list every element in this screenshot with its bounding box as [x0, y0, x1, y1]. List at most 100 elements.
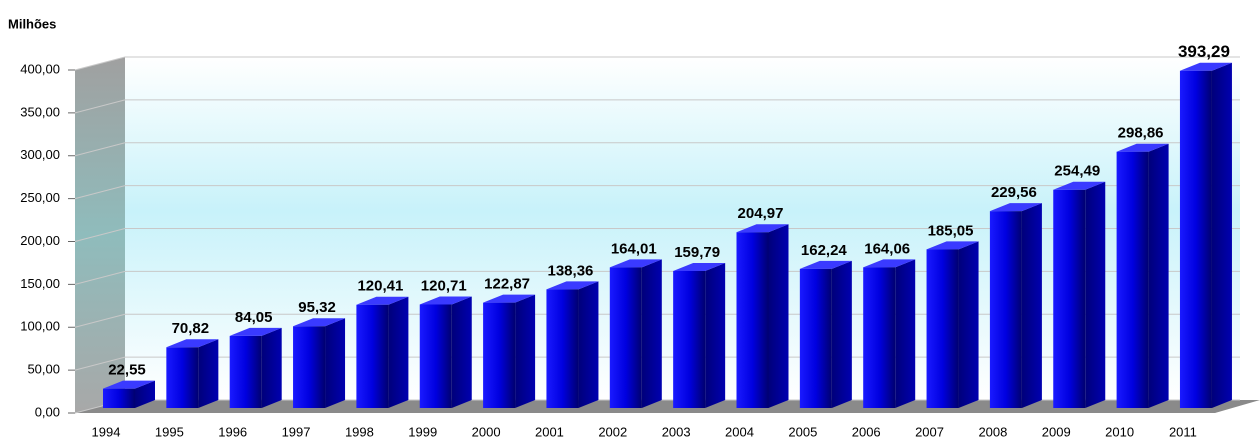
bar-top — [229, 327, 282, 336]
y-tick-label: 350,00 — [20, 104, 60, 119]
bar-side — [1021, 203, 1042, 408]
y-tick-label: 300,00 — [20, 147, 60, 162]
bar-side — [641, 259, 662, 408]
bar-front — [419, 304, 452, 408]
bar-front — [103, 388, 135, 408]
value-label: 120,71 — [421, 277, 467, 294]
bar — [1116, 143, 1169, 409]
bar — [799, 260, 852, 408]
value-label: 70,82 — [172, 320, 210, 337]
bar-top — [1053, 181, 1106, 190]
bar-top — [419, 296, 472, 305]
bar-front — [1053, 189, 1086, 408]
bar — [863, 259, 916, 408]
bar-side — [831, 260, 852, 408]
bar-front — [736, 232, 769, 408]
value-label: 393,29 — [1178, 42, 1230, 61]
bar-front — [546, 289, 579, 408]
bar-top — [736, 224, 789, 233]
x-tick-label: 1996 — [218, 424, 247, 439]
grid-line — [74, 185, 126, 200]
bar-top — [799, 260, 852, 269]
bar-side — [515, 294, 536, 408]
y-tick-label: 150,00 — [20, 276, 60, 291]
bar-top — [166, 339, 219, 348]
x-tick-label: 2007 — [915, 424, 944, 439]
bar-front — [229, 335, 262, 408]
x-tick-label: 2003 — [662, 424, 691, 439]
bar-side — [1085, 181, 1106, 408]
bar-side — [261, 327, 282, 408]
bar-top — [103, 380, 155, 389]
value-label: 298,86 — [1118, 125, 1164, 142]
bar — [673, 262, 726, 408]
value-label: 120,41 — [357, 278, 403, 295]
bar — [609, 259, 662, 408]
x-tick-label: 1999 — [408, 424, 437, 439]
bar — [736, 224, 789, 408]
x-tick-label: 2009 — [1042, 424, 1071, 439]
bar-front — [166, 347, 199, 408]
bar-front — [926, 249, 959, 408]
value-label: 254,49 — [1054, 163, 1100, 180]
bar-side — [135, 380, 155, 408]
bar-top — [546, 281, 599, 290]
bar-side — [451, 296, 472, 408]
bar-top — [293, 318, 346, 327]
bar-top — [989, 203, 1042, 212]
bar-top — [356, 296, 409, 305]
value-label: 22,55 — [108, 362, 146, 379]
bar-side — [705, 262, 726, 408]
bar-top — [483, 294, 536, 303]
grid-line — [74, 142, 126, 157]
bar — [229, 327, 282, 408]
bar-top — [863, 259, 916, 268]
x-tick-label: 2010 — [1105, 424, 1134, 439]
y-tick-label: 250,00 — [20, 190, 60, 205]
bar-front — [1116, 151, 1149, 409]
x-tick-label: 2011 — [1169, 424, 1197, 439]
bar-side — [895, 259, 916, 408]
bar — [1179, 62, 1232, 409]
y-tick-label: 200,00 — [20, 233, 60, 248]
bar — [356, 296, 409, 408]
x-tick-label: 2004 — [725, 424, 754, 439]
y-axis-label: Milhões — [8, 16, 56, 31]
bar-front — [1179, 70, 1212, 409]
bar — [293, 318, 346, 408]
bar — [483, 294, 536, 408]
bar-top — [609, 259, 662, 268]
value-label: 229,56 — [991, 184, 1037, 201]
value-label: 164,06 — [864, 240, 910, 257]
bar-front — [799, 268, 832, 408]
value-label: 185,05 — [928, 222, 974, 239]
bar-top — [1179, 62, 1232, 71]
grid-line — [74, 270, 126, 285]
value-label: 162,24 — [801, 242, 848, 259]
bar — [926, 241, 979, 408]
value-label: 84,05 — [235, 309, 273, 326]
x-tick-label: 2000 — [472, 424, 501, 439]
value-label: 95,32 — [298, 299, 336, 316]
bar-front — [356, 304, 389, 408]
value-label: 138,36 — [548, 262, 594, 279]
bar-top — [926, 241, 979, 250]
grid-line — [74, 228, 126, 242]
grid-line — [74, 56, 126, 71]
bar-front — [673, 270, 706, 408]
x-tick-label: 1997 — [282, 424, 311, 439]
y-tick-label: 400,00 — [20, 61, 60, 76]
x-tick-label: 2005 — [788, 424, 817, 439]
bar-side — [1148, 143, 1169, 409]
x-tick-label: 1994 — [92, 424, 121, 439]
bar-front — [293, 326, 326, 408]
value-label: 122,87 — [484, 276, 530, 293]
bar-side — [768, 224, 789, 408]
bar — [166, 339, 219, 408]
bar-front — [863, 267, 896, 408]
value-label: 204,97 — [738, 205, 784, 222]
bar-top — [1116, 143, 1169, 152]
x-tick-label: 2006 — [852, 424, 881, 439]
x-tick-label: 2002 — [598, 424, 627, 439]
y-tick-label: 100,00 — [20, 319, 60, 334]
